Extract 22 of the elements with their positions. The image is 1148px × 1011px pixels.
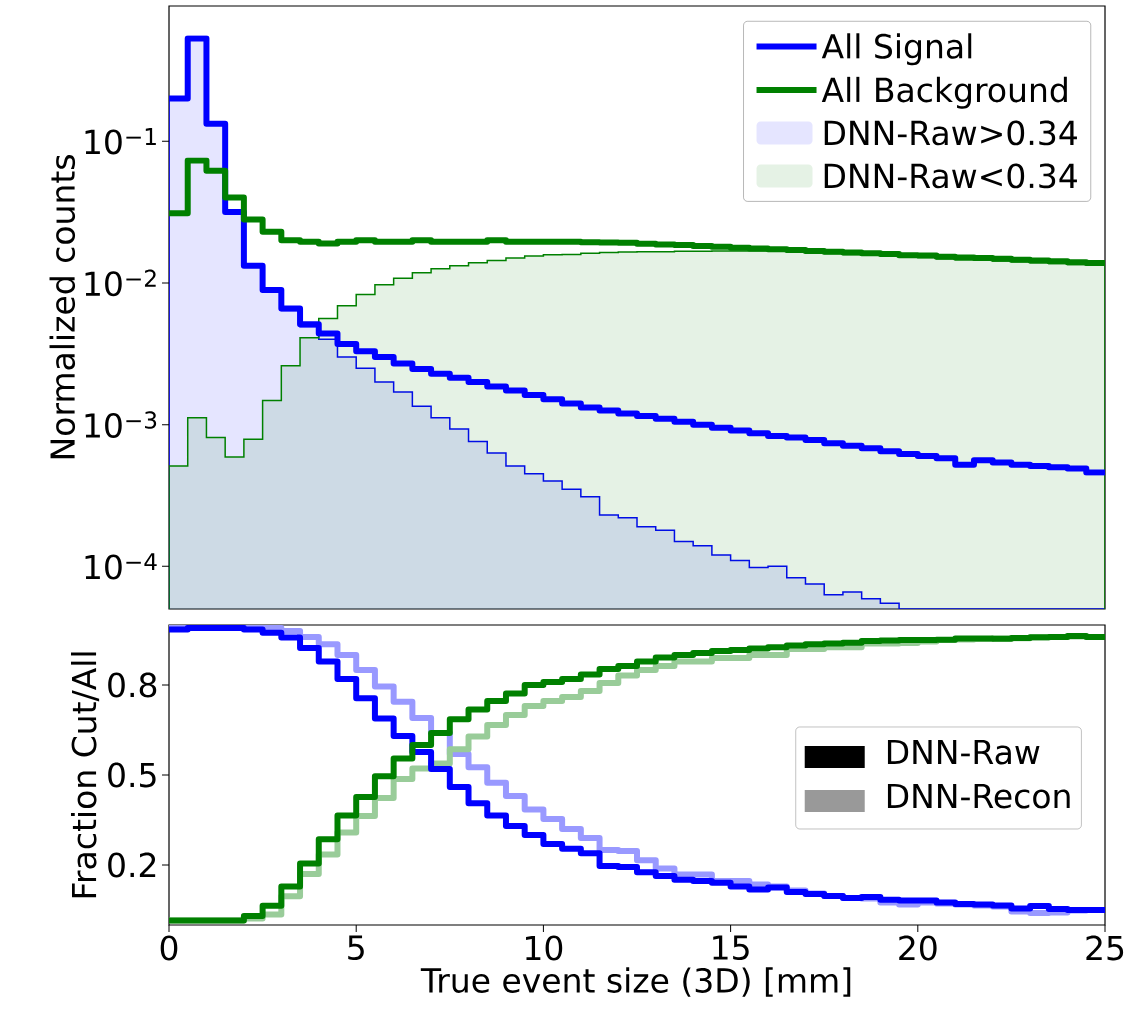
legend-label: DNN-Raw<0.34 xyxy=(824,163,1077,189)
legend-label: DNN-Raw>0.34 xyxy=(824,120,1077,146)
legend-label: All Signal xyxy=(821,33,972,66)
legend-label: All Background xyxy=(821,76,1067,109)
x-tick-label: 10 xyxy=(526,935,563,961)
y-tick-label: 10$^{−4}$ xyxy=(85,553,157,580)
y-tick-label: 0.8 xyxy=(108,672,157,698)
y-tick-label: 10$^{−3}$ xyxy=(85,411,157,438)
x-tick-label: 0 xyxy=(160,935,178,961)
y-axis-title: Normalized counts xyxy=(49,155,76,459)
x-tick-label: 25 xyxy=(1086,935,1124,961)
y-tick-label: 0.5 xyxy=(108,762,156,788)
y-tick-label: 0.2 xyxy=(108,852,156,878)
x-tick-label: 15 xyxy=(713,935,749,961)
x-axis-title: True event size (3D) [mm] xyxy=(420,967,851,997)
x-tick-label: 5 xyxy=(348,935,364,961)
y-tick-label: 10$^{−2}$ xyxy=(85,269,156,297)
annotation: DNN-Raw xyxy=(887,739,1040,765)
y-tick-label: 10$^{−1}$ xyxy=(85,128,156,155)
x-tick-label: 20 xyxy=(899,935,937,961)
annotation: DNN-Recon xyxy=(887,783,1070,809)
y-axis-title: Fraction Cut/All xyxy=(70,652,100,898)
